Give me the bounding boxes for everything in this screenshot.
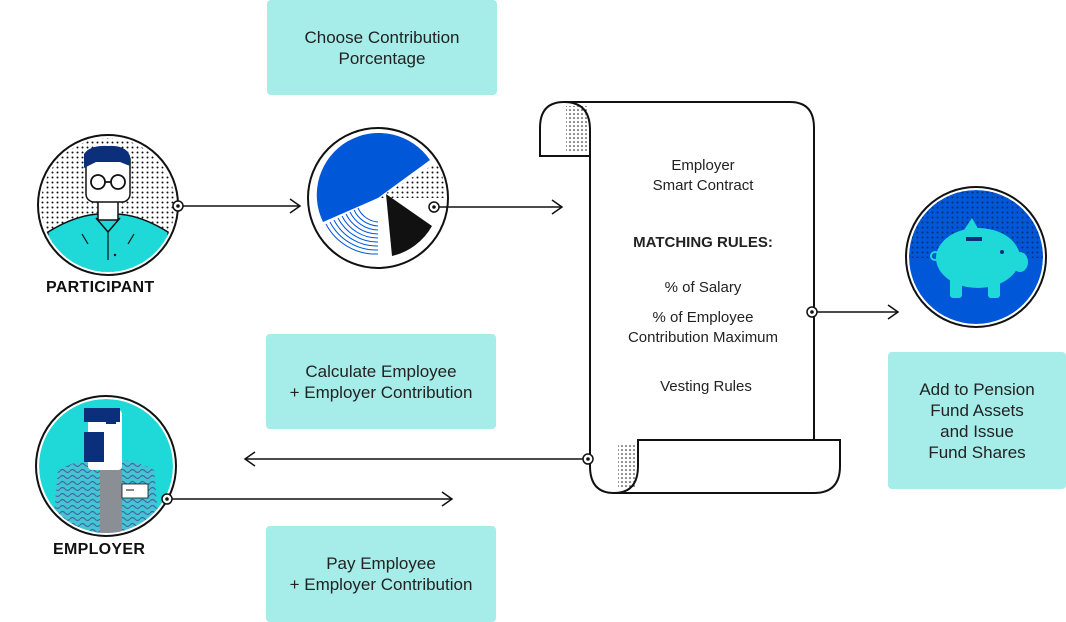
calculate-contribution-box: Calculate Employee + Employer Contributi…: [266, 334, 496, 429]
arrow-contract-to-employer: [243, 451, 594, 467]
arrow-employer-pay: [161, 491, 454, 507]
contribution-pie-icon: [307, 127, 449, 269]
pension-fund-box: Add to Pension Fund Assets and Issue Fun…: [888, 352, 1066, 489]
pension-box-line-1: Add to Pension: [919, 379, 1035, 399]
pay-box-line-2: + Employer Contribution: [289, 575, 473, 594]
pension-box-line-4: Fund Shares: [928, 442, 1026, 462]
pension-box-line-2: Fund Assets: [930, 400, 1024, 420]
pay-box-line-1: Pay Employee: [326, 554, 436, 573]
rule-vesting: Vesting Rules: [660, 378, 752, 395]
choose-box-line-2: Porcentage: [338, 48, 426, 68]
rule-employee-line-1: % of Employee: [652, 309, 754, 326]
arrow-pie-to-contract: [428, 199, 564, 215]
arrow-participant-to-pie: [172, 198, 302, 214]
calculate-box-line-1: Calculate Employee: [305, 361, 457, 381]
participant-label: PARTICIPANT: [46, 279, 155, 296]
employer-label: EMPLOYER: [53, 541, 146, 558]
contract-title-line-1: Employer: [671, 157, 735, 174]
pension-box-line-3: and Issue: [940, 421, 1014, 441]
piggy-bank-icon: [905, 186, 1047, 328]
participant-avatar: [37, 134, 179, 276]
contract-title: Employer Smart Contract: [592, 156, 814, 196]
calculate-box-line-2: + Employer Contribution: [289, 382, 473, 402]
rule-employee-max: % of Employee Contribution Maximum: [592, 308, 814, 348]
smart-contract-scroll: [539, 101, 841, 494]
contract-title-line-2: Smart Contract: [652, 177, 754, 194]
rule-employee-line-2: Contribution Maximum: [627, 329, 779, 346]
choose-box-line-1: Choose Contribution: [304, 27, 460, 47]
matching-rules-heading: MATCHING RULES:: [633, 234, 773, 251]
arrow-contract-to-pension: [806, 304, 900, 320]
employer-avatar: [35, 395, 177, 537]
rule-salary: % of Salary: [664, 279, 742, 296]
choose-contribution-box: Choose Contribution Porcentage: [267, 0, 497, 95]
pay-contribution-box: Pay Employee + Employer Contribution: [266, 526, 496, 622]
